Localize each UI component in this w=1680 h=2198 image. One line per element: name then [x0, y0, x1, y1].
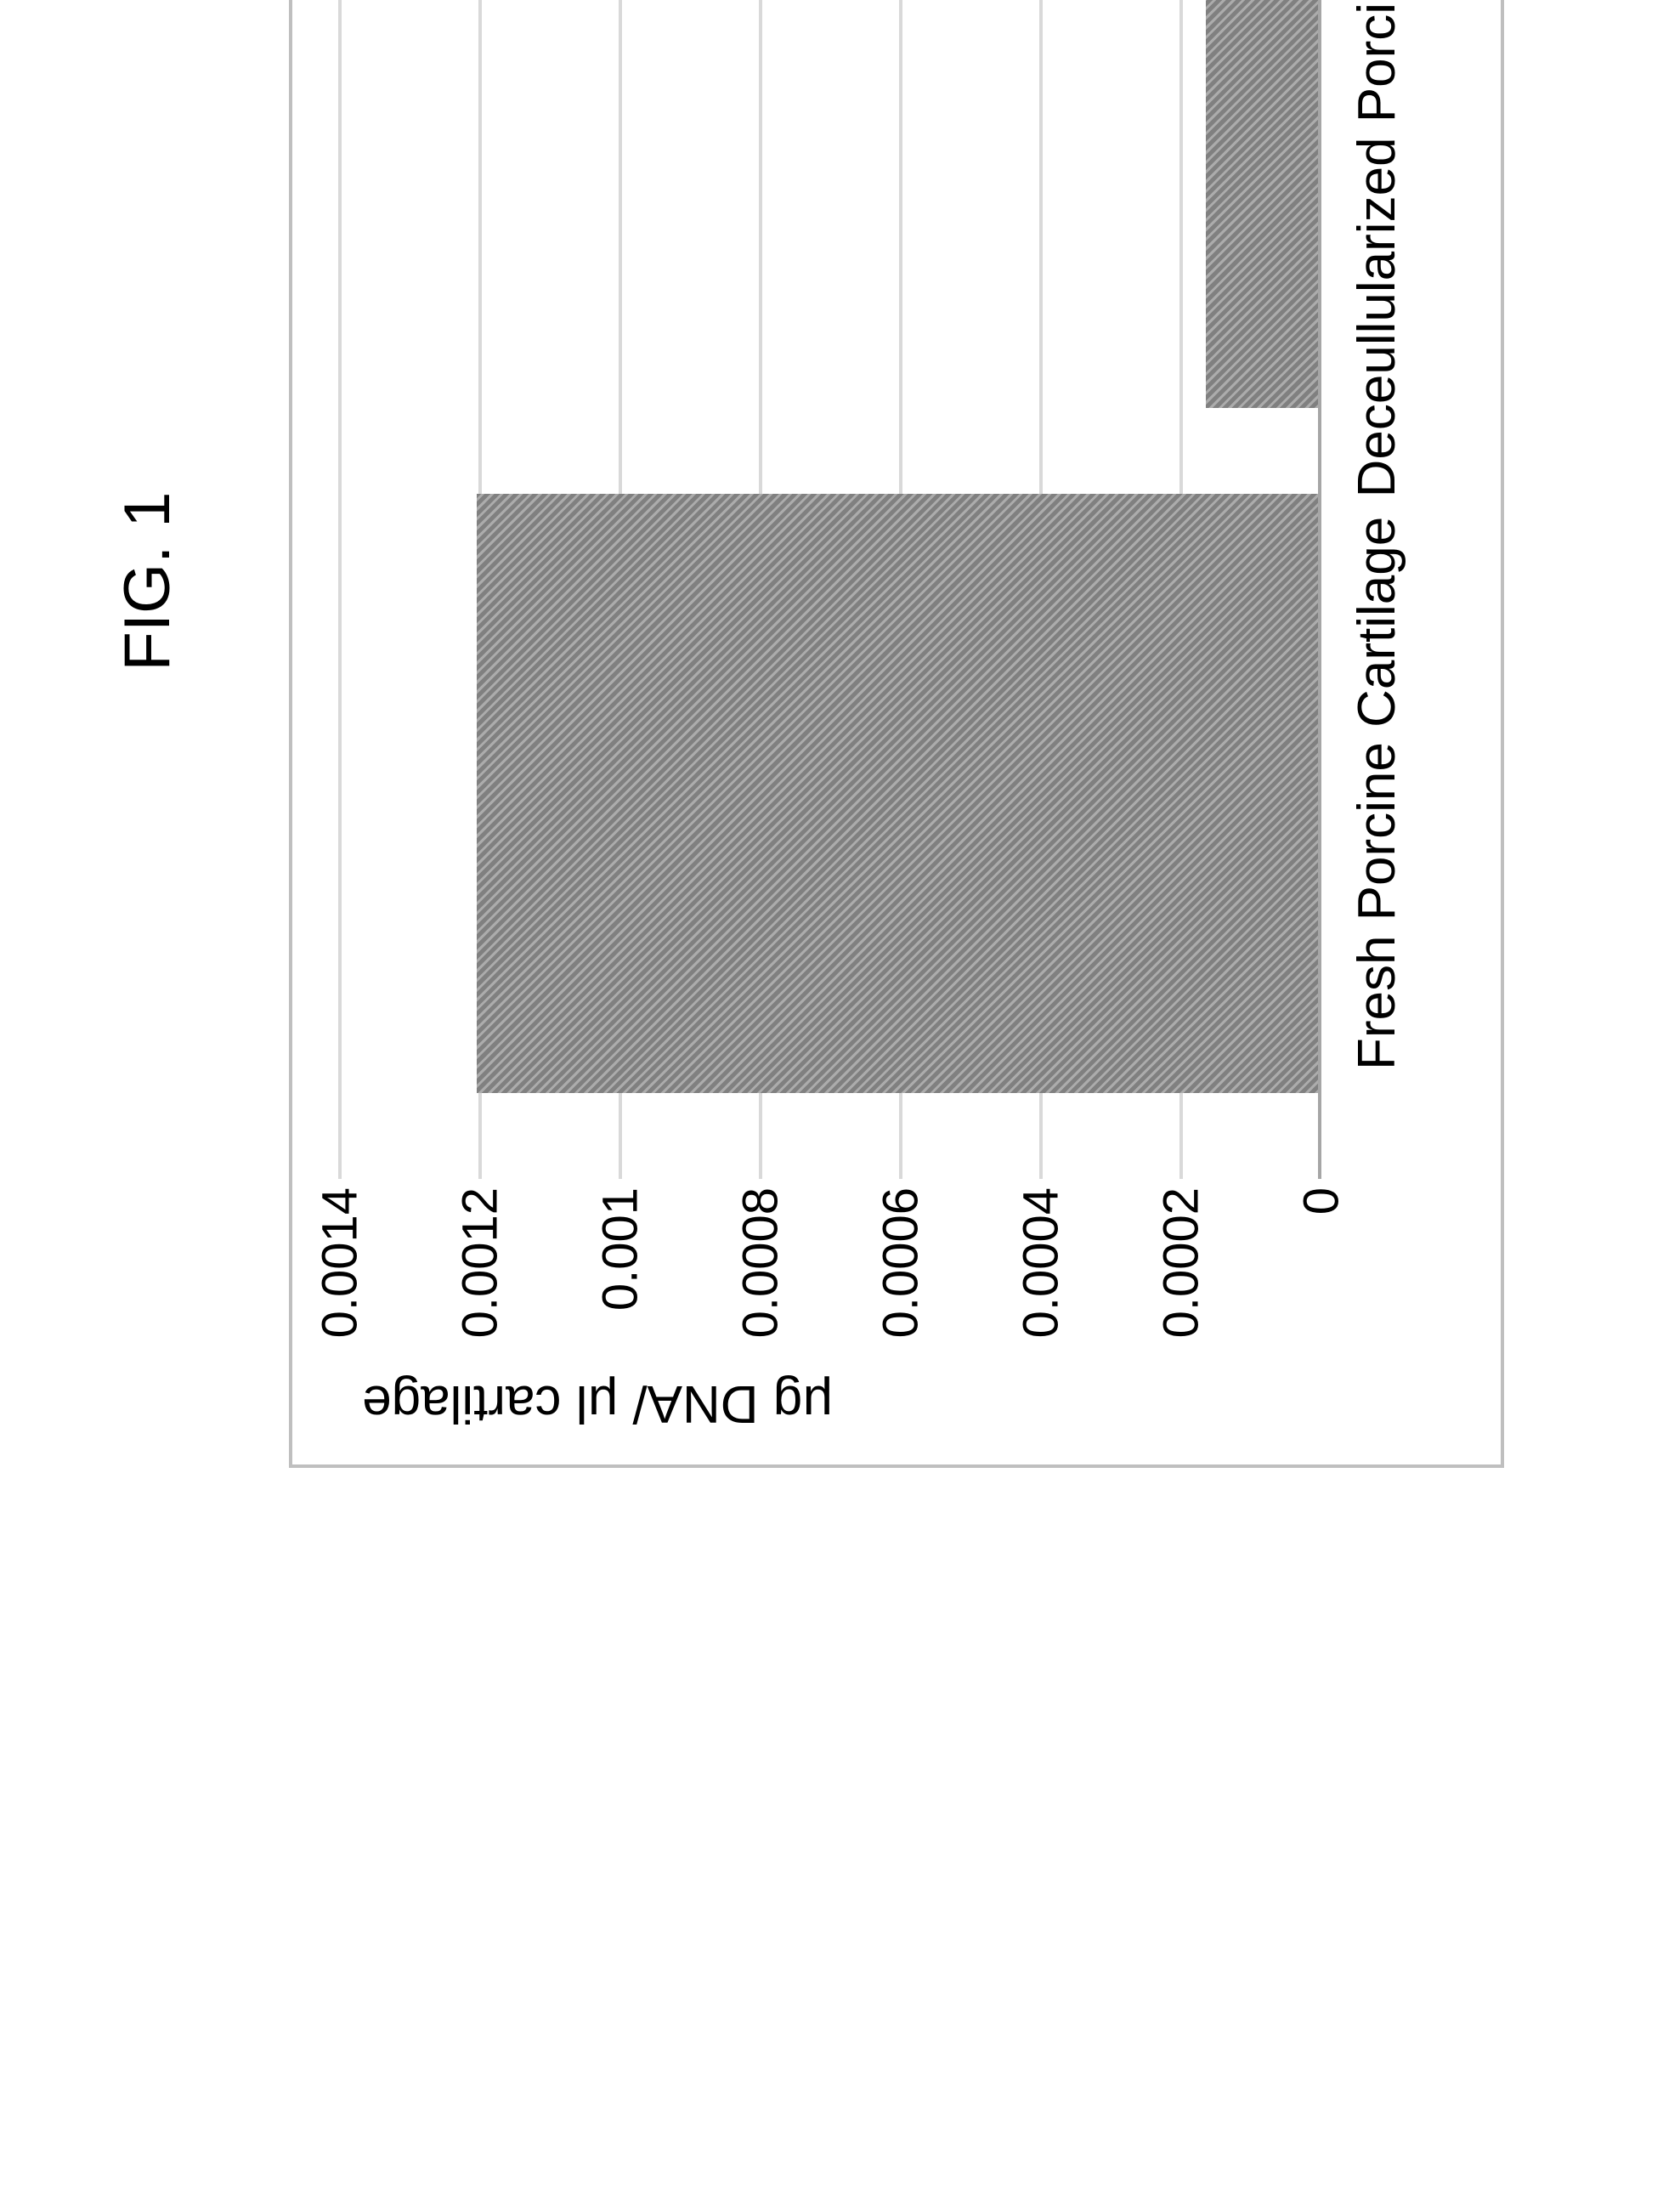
y-tick-label: 0.0014 — [312, 1187, 369, 1374]
x-category-label: Deceullularized Porcine Cartilage — [1347, 0, 1407, 497]
y-tick-label: 0.0004 — [1013, 1187, 1070, 1374]
y-tick-label: 0.001 — [592, 1187, 649, 1374]
y-tick-label: 0.0008 — [733, 1187, 789, 1374]
y-tick-label: 0.0006 — [873, 1187, 930, 1374]
gridline — [338, 0, 342, 1179]
x-axis-baseline — [1318, 0, 1321, 1179]
plot-area — [340, 0, 1321, 1179]
y-tick-label: 0.0002 — [1153, 1187, 1210, 1374]
y-axis-label: μg DNA/ μl cartilage — [362, 1374, 833, 1434]
bar — [477, 494, 1318, 1094]
y-tick-label: 0.0012 — [452, 1187, 509, 1374]
landscape-canvas: FIG. 1 μg DNA/ μl cartilage 0 0.0002 0.000… — [0, 0, 1680, 1680]
y-tick-label: 0 — [1293, 1187, 1350, 1374]
x-category-label: Fresh Porcine Cartilage — [1347, 517, 1407, 1070]
figure-title: FIG. 1 — [110, 0, 184, 1680]
page-rotated-wrapper: FIG. 1 μg DNA/ μl cartilage 0 0.0002 0.000… — [0, 0, 1680, 1680]
bar — [1206, 0, 1318, 408]
